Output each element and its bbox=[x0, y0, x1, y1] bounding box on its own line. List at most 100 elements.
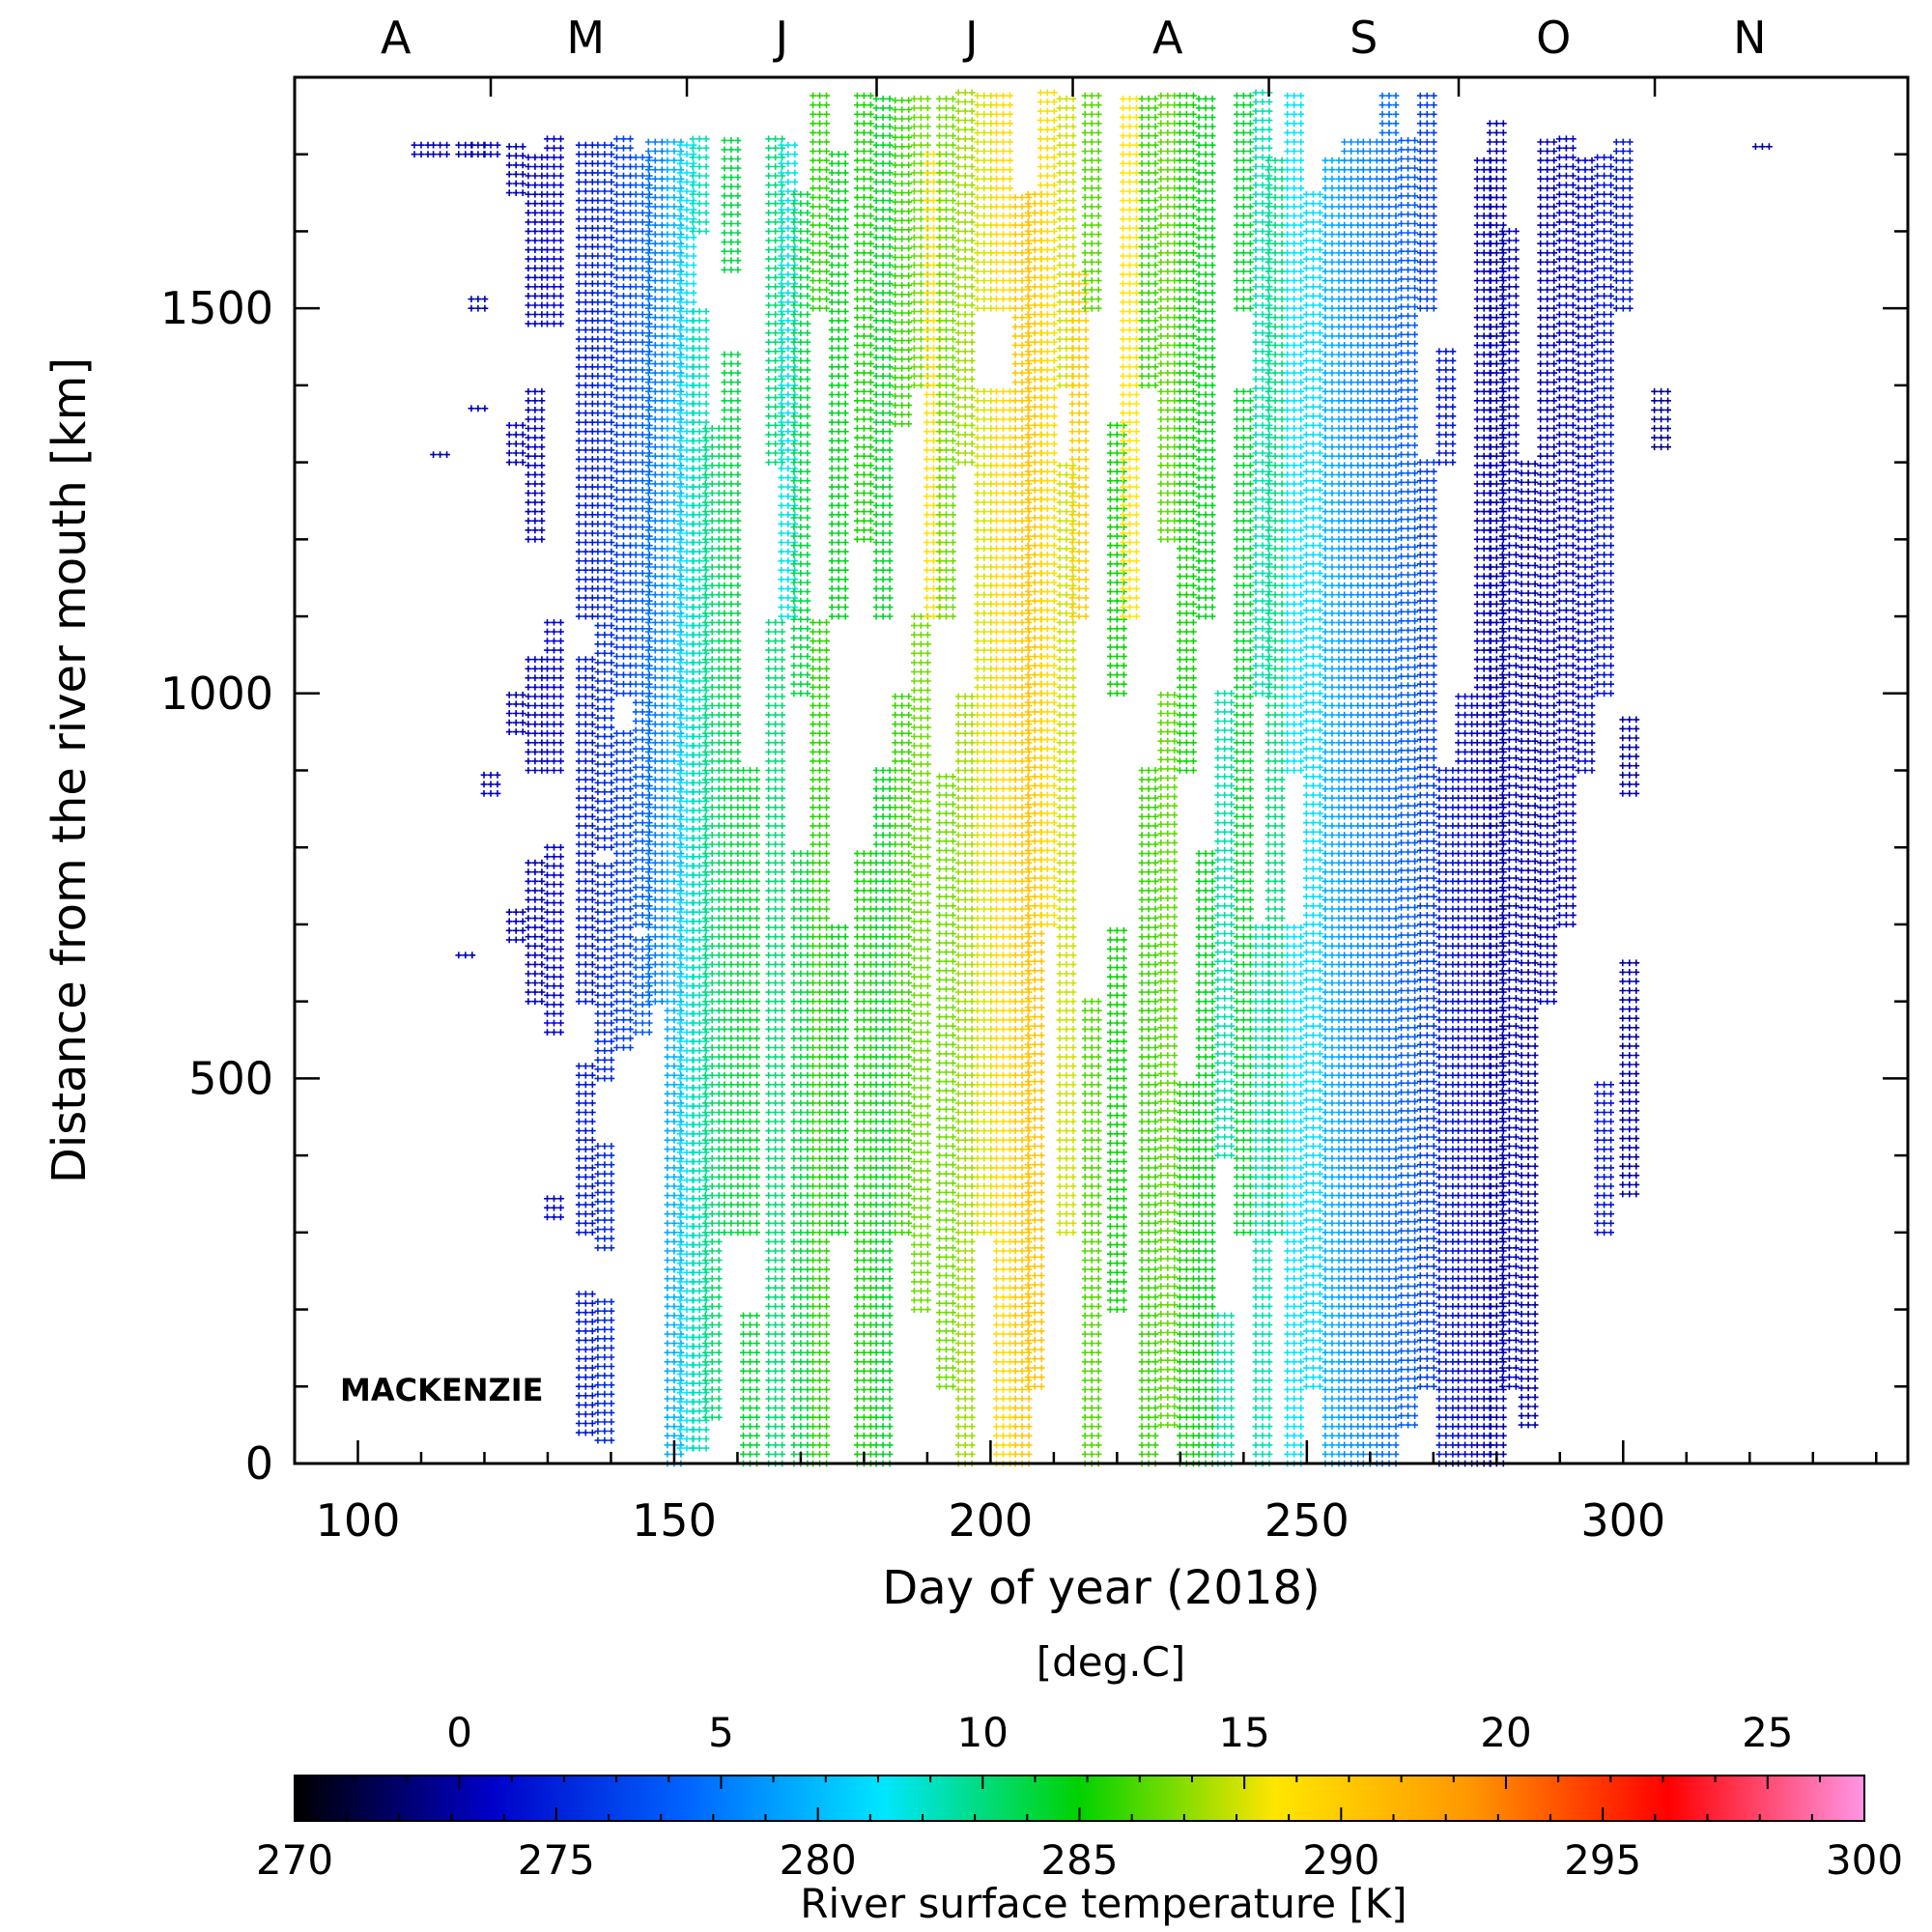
data-column bbox=[1619, 716, 1640, 1198]
colorbar-celsius-unit: [deg.C] bbox=[1037, 1638, 1186, 1686]
data-marker bbox=[1024, 190, 1045, 1390]
data-marker bbox=[664, 138, 685, 1467]
data-column bbox=[936, 95, 956, 1390]
data-column bbox=[1537, 138, 1558, 1006]
data-marker bbox=[1120, 95, 1140, 620]
data-column bbox=[1157, 92, 1179, 1429]
data-marker bbox=[1303, 190, 1323, 1390]
data-marker bbox=[810, 92, 830, 312]
data-marker bbox=[936, 95, 956, 620]
data-marker bbox=[1068, 270, 1090, 620]
data-marker bbox=[1594, 154, 1614, 697]
data-marker bbox=[911, 612, 931, 1313]
data-marker bbox=[721, 351, 742, 1236]
month-label: M bbox=[566, 12, 605, 64]
data-marker bbox=[1416, 92, 1437, 312]
data-marker bbox=[480, 771, 501, 797]
data-marker bbox=[1341, 138, 1362, 1467]
data-marker bbox=[828, 923, 849, 1236]
data-marker bbox=[594, 1298, 615, 1444]
data-marker bbox=[1138, 767, 1159, 1467]
x-tick-label: 150 bbox=[632, 1494, 717, 1547]
data-marker bbox=[525, 154, 546, 327]
data-column bbox=[1234, 92, 1254, 1236]
data-marker bbox=[828, 151, 849, 620]
data-column bbox=[974, 92, 995, 1236]
colorbar-celsius-label: 0 bbox=[446, 1709, 472, 1756]
colorbar-celsius-label: 25 bbox=[1742, 1709, 1793, 1756]
data-column bbox=[1378, 92, 1400, 1467]
data-marker bbox=[505, 908, 526, 944]
x-tick-label: 250 bbox=[1264, 1494, 1350, 1547]
data-column bbox=[1214, 690, 1236, 1467]
y-tick-label: 500 bbox=[188, 1052, 273, 1104]
data-marker bbox=[765, 619, 786, 1467]
data-column bbox=[613, 135, 634, 1051]
data-column bbox=[1416, 92, 1437, 1390]
data-marker bbox=[974, 92, 995, 312]
data-marker bbox=[993, 92, 1013, 312]
data-marker bbox=[632, 154, 653, 928]
colorbar-celsius-label: 15 bbox=[1218, 1709, 1269, 1756]
data-column bbox=[892, 97, 913, 1236]
data-marker bbox=[1157, 692, 1179, 1429]
data-marker bbox=[1359, 138, 1380, 1467]
data-marker bbox=[1455, 693, 1475, 1467]
data-marker bbox=[613, 729, 634, 1051]
data-column bbox=[1107, 421, 1127, 1313]
data-column bbox=[525, 154, 546, 1006]
data-column bbox=[1138, 95, 1159, 1467]
data-marker bbox=[411, 141, 432, 158]
scatter-layer bbox=[411, 89, 1773, 1467]
month-label: A bbox=[381, 12, 412, 64]
data-marker bbox=[1157, 92, 1179, 543]
data-column bbox=[1499, 228, 1520, 1390]
data-marker bbox=[872, 95, 894, 620]
data-column bbox=[575, 141, 596, 1436]
x-tick-label: 300 bbox=[1580, 1494, 1665, 1547]
month-label: J bbox=[962, 12, 979, 64]
data-marker bbox=[740, 767, 760, 1236]
data-column bbox=[954, 89, 976, 1467]
data-marker bbox=[632, 936, 653, 1036]
data-marker bbox=[525, 387, 546, 543]
month-label: O bbox=[1536, 12, 1571, 64]
data-marker bbox=[872, 767, 894, 1467]
data-column bbox=[1068, 270, 1090, 620]
data-column bbox=[1359, 138, 1380, 1467]
x-axis-title: Day of year (2018) bbox=[882, 1561, 1321, 1615]
data-marker bbox=[644, 138, 666, 1006]
data-marker bbox=[1081, 92, 1102, 312]
data-column bbox=[480, 141, 501, 797]
data-marker bbox=[954, 89, 976, 466]
data-marker bbox=[778, 141, 799, 620]
data-column bbox=[505, 143, 526, 944]
data-column bbox=[1486, 120, 1507, 1467]
data-marker bbox=[1252, 89, 1273, 697]
month-label: J bbox=[772, 12, 788, 64]
data-column bbox=[1518, 460, 1539, 1429]
colorbar-kelvin-label: 295 bbox=[1564, 1836, 1641, 1884]
data-marker bbox=[1619, 716, 1640, 797]
data-marker bbox=[575, 1063, 596, 1236]
data-column bbox=[1284, 92, 1305, 1467]
data-column bbox=[1037, 89, 1058, 928]
data-marker bbox=[525, 859, 546, 1006]
data-marker bbox=[544, 843, 564, 1036]
data-marker bbox=[505, 692, 526, 735]
data-marker bbox=[721, 137, 742, 273]
data-marker bbox=[911, 95, 931, 389]
data-column bbox=[778, 141, 799, 620]
data-marker bbox=[1619, 959, 1640, 1198]
data-column bbox=[1177, 92, 1197, 1467]
data-marker bbox=[1752, 143, 1773, 151]
data-marker bbox=[689, 308, 710, 1452]
data-marker bbox=[455, 952, 476, 959]
data-marker bbox=[1138, 95, 1159, 389]
data-marker bbox=[480, 141, 501, 158]
data-marker bbox=[689, 135, 710, 235]
data-marker bbox=[1321, 156, 1343, 1467]
data-column bbox=[664, 138, 685, 1467]
data-column bbox=[740, 767, 760, 1467]
